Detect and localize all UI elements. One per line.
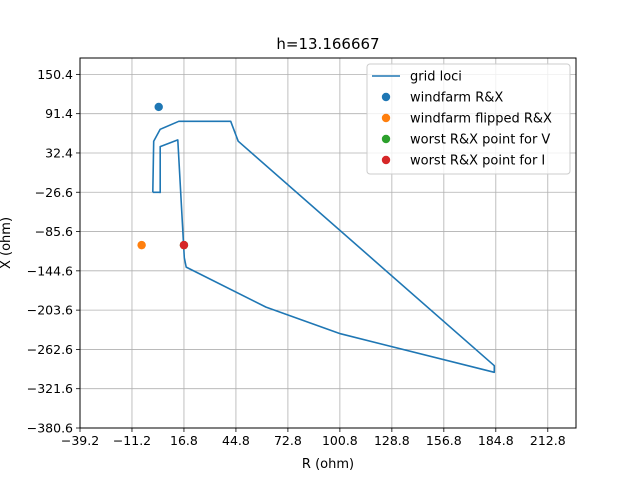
series-line-grid-loci xyxy=(152,120,496,374)
x-tick-label: 100.8 xyxy=(322,433,358,448)
x-tick-label: 72.8 xyxy=(274,433,302,448)
legend: grid loci windfarm R&X windfarm flipped R&… xyxy=(366,63,571,175)
x-tick-label: 44.8 xyxy=(222,433,250,448)
chart-title: h=13.166667 xyxy=(276,35,379,53)
y-tick-label: 91.4 xyxy=(45,106,73,121)
y-tick-label: −203.6 xyxy=(27,303,73,318)
x-tick-label: 184.8 xyxy=(478,433,514,448)
y-axis-label: X (ohm) xyxy=(0,217,14,269)
point-windfarm-flipped-r-x xyxy=(137,240,146,250)
legend-marker-swatch xyxy=(381,113,391,123)
y-tick-label: −85.6 xyxy=(35,224,73,239)
x-tick-label: 212.8 xyxy=(530,433,566,448)
legend-marker-swatch xyxy=(381,155,391,165)
x-tick-label: −11.2 xyxy=(113,433,151,448)
legend-entry: windfarm flipped R&X xyxy=(410,112,552,127)
axis-ticks: −39.2 −11.2 16.8 44.8 72.8 100.8 128.8 156.8 184… xyxy=(27,67,566,448)
plot-area xyxy=(137,102,496,374)
x-axis-label: R (ohm) xyxy=(302,457,354,472)
legend-marker-swatch xyxy=(381,92,391,102)
y-tick-label: 32.4 xyxy=(45,145,73,160)
y-tick-label: −144.6 xyxy=(27,263,73,278)
plot-frame xyxy=(79,57,577,429)
legend-entry: worst R&X point for I xyxy=(410,154,545,169)
legend-marker-swatch xyxy=(381,134,391,144)
y-tick-label: −262.6 xyxy=(27,342,73,357)
x-tick-label: 156.8 xyxy=(426,433,462,448)
x-tick-label: 16.8 xyxy=(170,433,198,448)
point-worst-r-x-point-for-i xyxy=(179,240,189,250)
legend-entry: windfarm R&X xyxy=(410,91,503,106)
y-tick-label: −321.6 xyxy=(27,381,73,396)
legend-entry: grid loci xyxy=(410,70,462,85)
legend-entry: worst R&X point for V xyxy=(410,133,550,148)
x-tick-label: −39.2 xyxy=(61,433,99,448)
y-tick-label: −380.6 xyxy=(27,421,73,436)
x-tick-label: 128.8 xyxy=(374,433,410,448)
y-tick-label: −26.6 xyxy=(35,185,73,200)
legend-box xyxy=(366,63,571,175)
y-tick-label: 150.4 xyxy=(37,67,73,82)
point-windfarm-r-x xyxy=(154,102,163,112)
